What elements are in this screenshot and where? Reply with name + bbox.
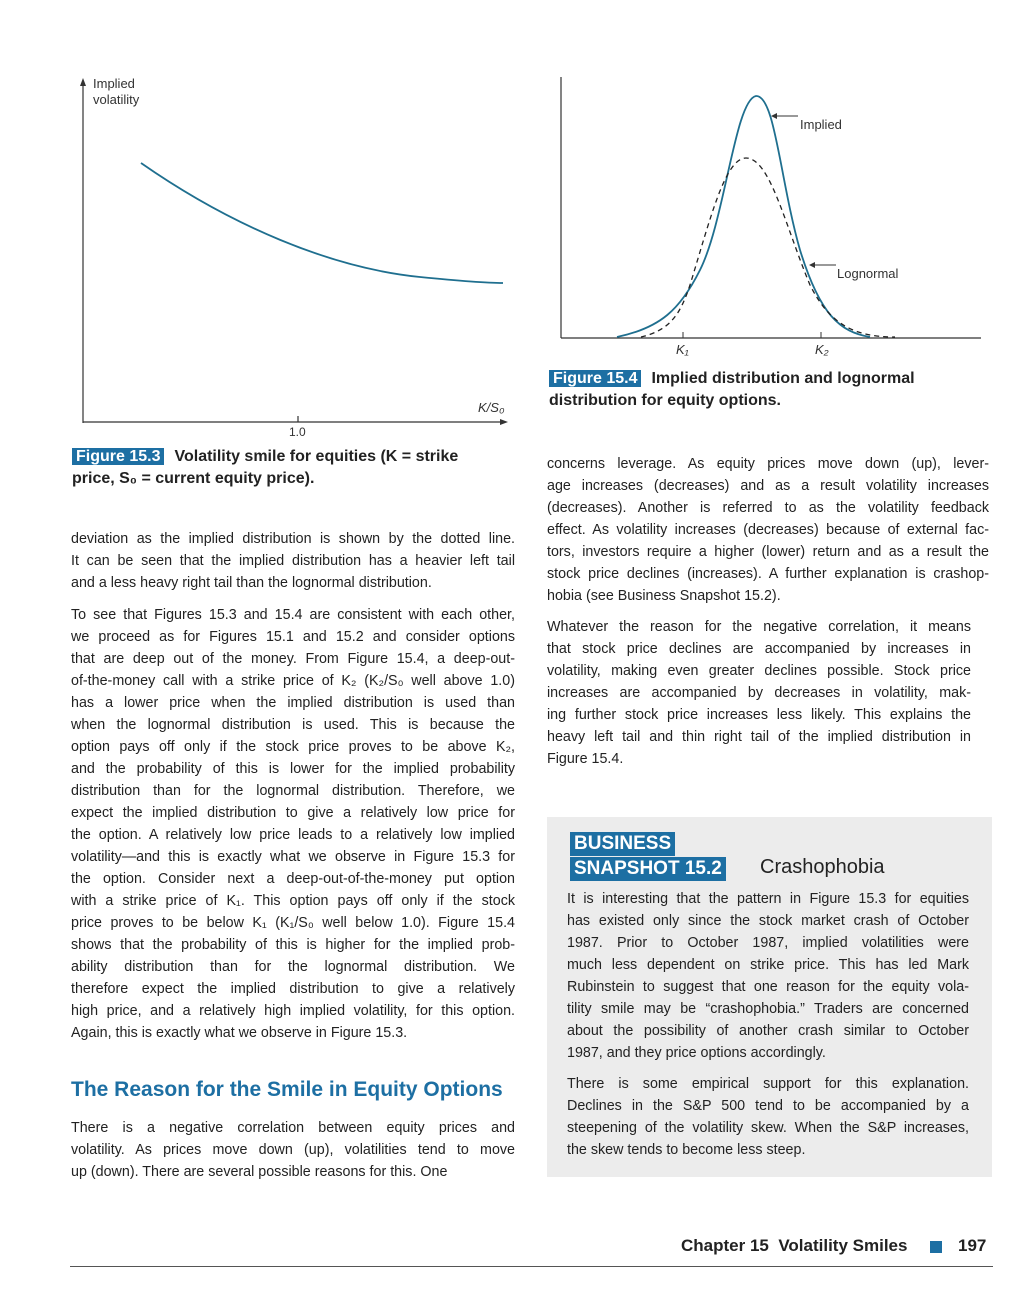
snapshot-tag-line-2: SNAPSHOT 15.2 — [570, 857, 726, 881]
volatility-smile-curve — [140, 162, 504, 284]
caption-text: price, S₀ = current equity price). — [72, 470, 315, 487]
text-line: Figure 15.4. — [547, 751, 624, 767]
caption-text: Implied distribution and lognormal — [651, 370, 915, 387]
footer-chapter: Chapter 15 Volatility Smiles — [681, 1236, 907, 1256]
paragraph: deviation as the implied distribution is… — [71, 528, 515, 594]
footer-square-icon — [930, 1241, 942, 1253]
caption-text: Volatility smile for equities (K = strik… — [174, 448, 459, 465]
lognormal-arrowhead — [809, 262, 815, 268]
text-line: ing further stock price increases less l… — [547, 707, 971, 723]
text-line: much less dependent on strike price. Thi… — [567, 957, 969, 973]
caption-text: distribution for equity options. — [549, 392, 781, 409]
chapter-number: Chapter 15 — [681, 1236, 769, 1255]
text-line: of-the-money call with a strike price of… — [71, 673, 515, 689]
text-line: that stock price declines are accompanie… — [547, 641, 971, 657]
k1-label: K₁ — [676, 342, 689, 357]
paragraph: concerns leverage. As equity prices move… — [547, 453, 989, 607]
text-line: (decreases). Another is referred to as t… — [547, 500, 989, 516]
text-line: that are deep out of the money. From Fig… — [71, 651, 515, 667]
text-line: There is some empirical support for this… — [567, 1076, 969, 1092]
text-line: shows that the probability of this is hi… — [71, 937, 515, 953]
text-line: Rubinstein to suggest that one reason fo… — [567, 979, 969, 995]
text-line: age increases (decreases) and as a resul… — [547, 478, 989, 494]
text-line: tors, investors require a higher (lower)… — [547, 544, 989, 560]
implied-distribution-curve — [616, 95, 871, 338]
k2-label: K₂ — [815, 342, 829, 357]
text-line: about the possibility of another crash s… — [567, 1023, 969, 1039]
text-line: concerns leverage. As equity prices move… — [547, 456, 989, 472]
text-line: the skew tends to become less steep. — [567, 1142, 806, 1158]
y-axis-label-line: Implied — [93, 76, 135, 91]
figure-label: Figure 15.4 — [549, 370, 642, 387]
business-snapshot-box: BUSINESS SNAPSHOT 15.2 Crashophobia It i… — [547, 817, 992, 1177]
text-line: Again, this is exactly what we observe i… — [71, 1025, 408, 1041]
paragraph: It is interesting that the pattern in Fi… — [567, 888, 969, 1064]
y-axis-label: Implied volatility — [93, 76, 139, 108]
text-line: steepening of the volatility skew. When … — [567, 1120, 969, 1136]
text-line: effect. As volatility increases (decreas… — [547, 522, 989, 538]
figure-15-4-caption: Figure 15.4 Implied distribution and logn… — [549, 368, 999, 412]
text-line: the option. A relatively low price leads… — [71, 827, 515, 843]
text-line: ability distribution than for the lognor… — [71, 959, 515, 975]
text-line: increases are accompanied by decreases i… — [547, 685, 971, 701]
figure-15-3-caption: Figure 15.3 Volatility smile for equities… — [72, 446, 522, 490]
y-axis-label-line: volatility — [93, 92, 140, 107]
text-line: There is a negative correlation between … — [71, 1120, 515, 1136]
text-line: deviation as the implied distribution is… — [71, 531, 515, 547]
text-line: the option. Consider next a deep-out-of-… — [71, 871, 515, 887]
text-line: volatility. As prices move down (up), vo… — [71, 1142, 515, 1158]
text-line: Declines in the S&P 500 tend to be accom… — [567, 1098, 969, 1114]
implied-label: Implied — [800, 117, 842, 132]
implied-arrowhead — [771, 113, 777, 119]
text-line: and a less heavy right tail than the log… — [71, 575, 432, 591]
text-line: has existed only since the stock market … — [567, 913, 969, 929]
footer-rule — [70, 1266, 993, 1267]
x-axis-label: K/S₀ — [478, 400, 505, 415]
text-line: Whatever the reason for the negative cor… — [547, 619, 971, 635]
text-line: and the probability of this is lower for… — [71, 761, 515, 777]
paragraph: There is a negative correlation between … — [71, 1117, 515, 1183]
section-heading: The Reason for the Smile in Equity Optio… — [71, 1078, 503, 1101]
paragraph: Whatever the reason for the negative cor… — [547, 616, 971, 770]
text-line: tility smile may be “crashophobia.” Trad… — [567, 1001, 969, 1017]
text-line: stock price declines (increases). A furt… — [547, 566, 989, 582]
text-line: volatility—and this is exactly what we o… — [71, 849, 515, 865]
text-line: It can be seen that the implied distribu… — [71, 553, 515, 569]
text-line: To see that Figures 15.3 and 15.4 are co… — [71, 607, 515, 623]
text-line: 1987, and they price options accordingly… — [567, 1045, 826, 1061]
text-line: price proves to be below K₁ (K₁/S₀ well … — [71, 915, 515, 931]
y-axis-arrow — [80, 78, 86, 86]
lognormal-distribution-curve — [640, 157, 896, 338]
figure-15-3-chart — [80, 78, 508, 425]
snapshot-title: Crashophobia — [760, 856, 885, 878]
text-line: with a strike price of K₁. This option p… — [71, 893, 515, 909]
figure-label: Figure 15.3 — [72, 448, 165, 465]
text-line: 1987. Prior to October 1987, implied vol… — [567, 935, 969, 951]
figure-15-4-chart — [560, 77, 981, 339]
text-line: heavy left tail and thin right tail of t… — [547, 729, 971, 745]
text-line: up (down). There are several possible re… — [71, 1164, 448, 1180]
text-line: hobia (see Business Snapshot 15.2). — [547, 588, 781, 604]
text-line: It is interesting that the pattern in Fi… — [567, 891, 969, 907]
text-line: high price, and a relatively high implie… — [71, 1003, 515, 1019]
snapshot-tag-line-1: BUSINESS — [570, 832, 676, 856]
text-line: option pays off only if the stock price … — [71, 739, 515, 755]
text-line: volatility, making even greater declines… — [547, 663, 971, 679]
text-line: has a lower price when the implied distr… — [71, 695, 515, 711]
paragraph: To see that Figures 15.3 and 15.4 are co… — [71, 604, 515, 1044]
page-number: 197 — [958, 1236, 987, 1255]
lognormal-label: Lognormal — [837, 266, 899, 281]
paragraph: There is some empirical support for this… — [567, 1073, 969, 1161]
chapter-title: Volatility Smiles — [778, 1236, 908, 1255]
text-line: distribution than for the lognormal dist… — [71, 783, 515, 799]
text-line: therefore expect the implied distributio… — [71, 981, 515, 997]
x-tick-label: 1.0 — [289, 425, 306, 439]
x-axis-arrow — [500, 419, 508, 425]
text-line: we proceed as for Figures 15.1 and 15.2 … — [71, 629, 515, 645]
text-line: when the lognormal distribution is used.… — [71, 717, 515, 733]
text-line: expect the implied distribution to give … — [71, 805, 515, 821]
